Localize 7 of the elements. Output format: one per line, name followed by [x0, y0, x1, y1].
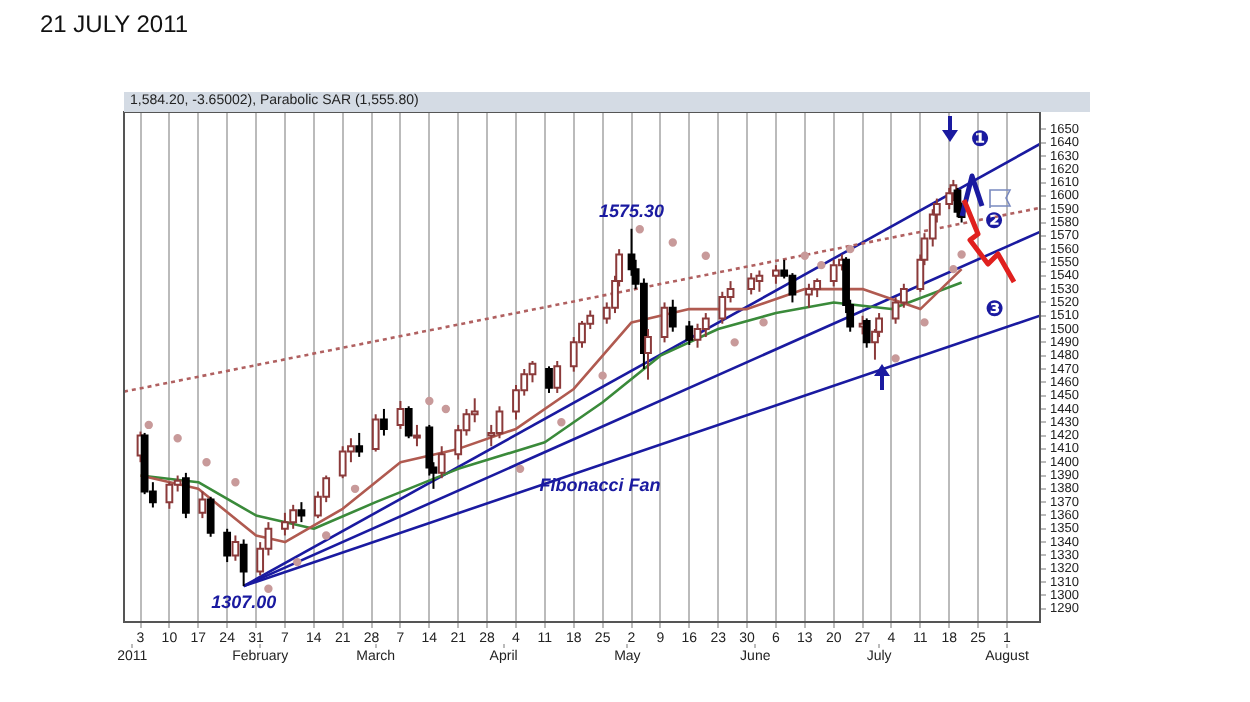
annotation: ❸: [985, 296, 1004, 323]
annotation: 1575.30: [598, 200, 665, 221]
chart-title: 21 JULY 2011: [40, 10, 189, 38]
annotation: ❶: [970, 125, 990, 152]
annotation: 1307.00: [211, 592, 277, 613]
annotation: ❷: [984, 207, 1004, 234]
annotation: Fibonacci Fan: [539, 474, 662, 495]
